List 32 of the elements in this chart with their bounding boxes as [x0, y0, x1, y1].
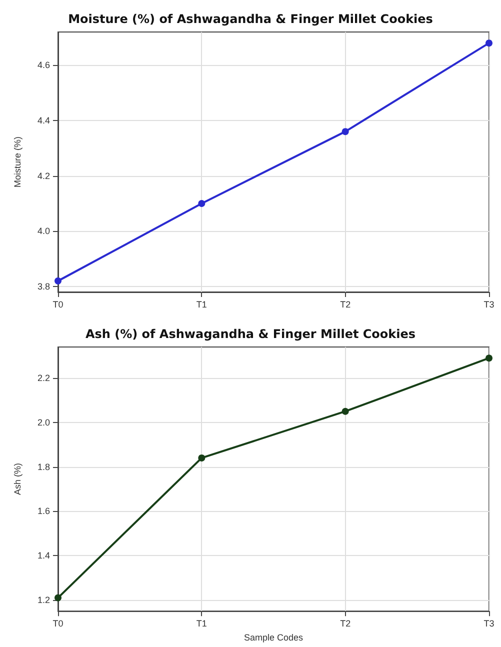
x-tick-label: T0 — [52, 300, 64, 310]
y-tick-label: 4.2 — [37, 170, 50, 181]
x-tick-label: T3 — [484, 618, 494, 629]
chart-title: Moisture (%) of Ashwagandha & Finger Millet Cookies — [68, 12, 433, 26]
x-tick-label: T1 — [196, 300, 207, 310]
point — [54, 594, 62, 602]
y-tick-label: 4.4 — [37, 116, 50, 126]
y-tick-label: 3.8 — [37, 281, 50, 292]
point — [198, 200, 206, 207]
y-tick-label: 4.0 — [37, 226, 50, 236]
x-tick-label: T3 — [484, 300, 494, 310]
point — [486, 354, 492, 362]
y-tick-label: 1.8 — [37, 462, 50, 472]
point — [198, 454, 206, 462]
chart-title: Ash (%) of Ashwagandha & Finger Millet Cookies — [85, 327, 416, 341]
y-tick-label: 1.2 — [37, 595, 50, 606]
point — [54, 277, 62, 284]
x-tick-label: T0 — [52, 618, 64, 629]
y-tick-label: 4.6 — [37, 60, 50, 70]
x-tick-label: T1 — [196, 618, 207, 629]
point — [342, 128, 349, 136]
x-axis-title: Sample Codes — [244, 632, 304, 642]
point — [342, 408, 349, 415]
y-axis-title: Moisture (%) — [12, 136, 22, 188]
point — [486, 40, 492, 47]
y-axis-title: Ash (%) — [12, 463, 22, 496]
x-tick-label: T2 — [340, 300, 351, 310]
y-tick-label: 1.4 — [37, 550, 50, 561]
x-tick-label: T2 — [340, 618, 351, 629]
y-tick-label: 2.0 — [37, 417, 50, 428]
y-tick-label: 1.6 — [37, 506, 50, 516]
y-tick-label: 2.2 — [37, 373, 50, 384]
